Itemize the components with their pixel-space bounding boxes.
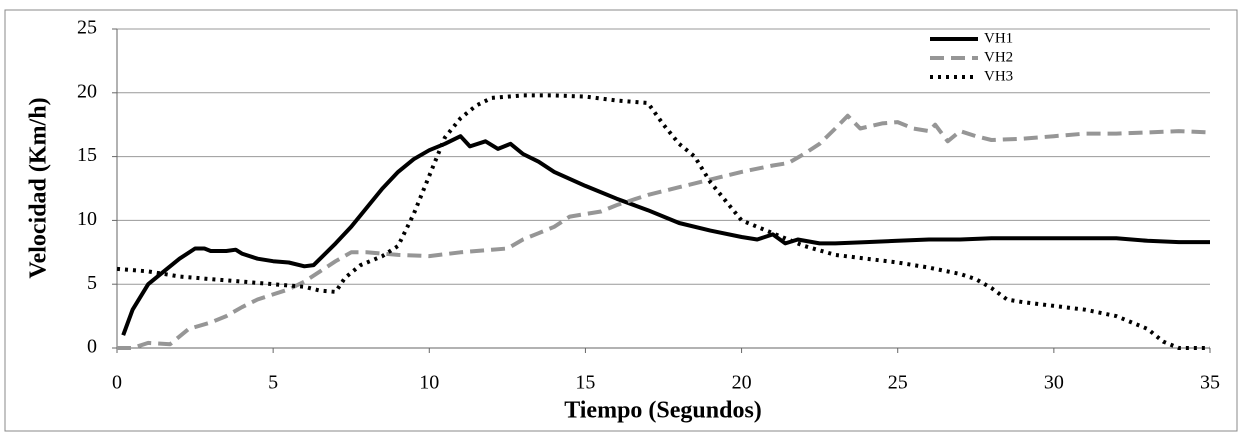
y-tick-label: 10 — [77, 208, 97, 230]
legend-label: VH2 — [984, 49, 1013, 65]
x-tick-label: 15 — [575, 372, 595, 394]
x-tick-label: 25 — [888, 372, 908, 394]
x-axis-title: Tiempo (Segundos) — [564, 398, 762, 424]
legend-label: VH1 — [984, 30, 1013, 46]
x-tick-label: 35 — [1200, 372, 1220, 394]
legend-label: VH3 — [984, 68, 1013, 84]
y-tick-label: 0 — [87, 336, 97, 358]
x-tick-label: 10 — [419, 372, 439, 394]
series-line — [121, 134, 1210, 336]
series-line — [116, 93, 1210, 350]
y-tick-label: 20 — [77, 80, 97, 102]
x-tick-label: 5 — [268, 372, 278, 394]
y-tick-label: 15 — [77, 144, 97, 166]
x-tick-label: 0 — [112, 372, 122, 394]
series-line — [117, 113, 1211, 350]
x-tick-label: 20 — [732, 372, 752, 394]
y-axis-title: Velocidad (Km/h) — [26, 97, 52, 278]
y-tick-label: 5 — [87, 272, 97, 294]
y-tick-label: 25 — [77, 17, 97, 39]
x-tick-label: 30 — [1044, 372, 1064, 394]
